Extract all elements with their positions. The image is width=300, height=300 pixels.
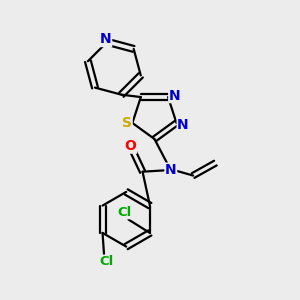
Text: O: O (125, 139, 136, 153)
Text: Cl: Cl (118, 206, 132, 219)
Text: N: N (169, 88, 180, 103)
Text: N: N (177, 118, 189, 132)
Text: N: N (100, 32, 112, 46)
Text: S: S (122, 116, 132, 130)
Text: N: N (165, 163, 177, 177)
Text: Cl: Cl (100, 255, 114, 268)
